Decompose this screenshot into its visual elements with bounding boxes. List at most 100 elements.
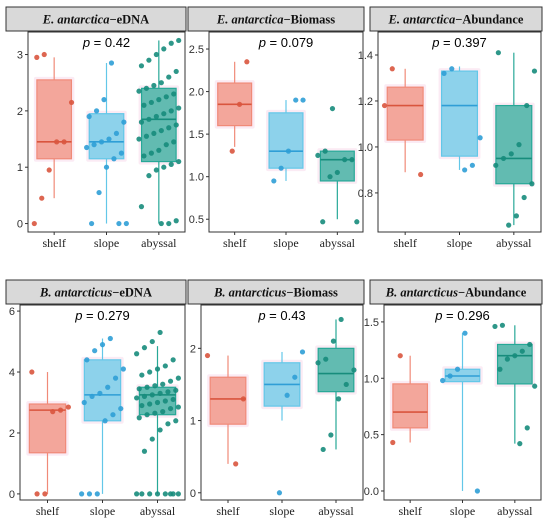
- data-point-abyssal: [139, 402, 145, 409]
- panel-strip: [369, 279, 543, 305]
- data-point-abyssal: [506, 222, 512, 228]
- data-point-slope: [96, 189, 102, 196]
- data-point-abyssal: [168, 40, 174, 46]
- data-point-abyssal: [139, 491, 145, 497]
- p-value-label: p = 0.079: [258, 35, 314, 50]
- data-point-abyssal: [153, 51, 159, 58]
- y-tick-label: 2: [9, 428, 15, 440]
- box-slope: [438, 66, 481, 170]
- data-point-shelf: [244, 59, 250, 65]
- box-iqr: [392, 383, 429, 429]
- x-tick-label-abyssal: abyssal: [496, 236, 532, 250]
- data-point-slope: [299, 349, 306, 355]
- data-point-abyssal: [153, 167, 159, 173]
- data-point-abyssal: [176, 105, 182, 111]
- panel-title: B. antarcticus−Abundance: [385, 286, 527, 300]
- data-point-shelf: [57, 407, 64, 413]
- box-slope: [81, 338, 124, 494]
- data-point-shelf: [68, 99, 75, 106]
- box-slope: [442, 333, 483, 491]
- p-symbol: p: [82, 35, 94, 50]
- panel-3: E. antarctica−Abundance 0.8 1.0 1.2 1.4 shelf…: [358, 6, 543, 250]
- data-point-abyssal: [141, 345, 148, 351]
- data-point-slope: [285, 148, 292, 154]
- data-point-slope: [441, 70, 447, 76]
- data-point-shelf: [29, 369, 35, 375]
- data-point-shelf: [233, 461, 239, 467]
- data-point-abyssal: [175, 404, 181, 410]
- x-tick-label-slope: slope: [447, 236, 472, 250]
- y-tick-label: 0.5: [364, 430, 379, 442]
- y-tick-label: 0: [190, 488, 196, 500]
- x-tick-label-shelf: shelf: [216, 504, 239, 518]
- data-point-abyssal: [158, 220, 164, 227]
- data-point-abyssal: [154, 491, 161, 497]
- data-point-abyssal: [176, 158, 182, 165]
- x-tick-label-abyssal: abyssal: [320, 236, 356, 250]
- data-point-slope: [97, 390, 103, 396]
- data-point-abyssal: [144, 384, 150, 390]
- data-point-abyssal: [138, 204, 145, 210]
- panel-title: E. antarctica−Abundance: [388, 13, 524, 27]
- data-point-abyssal: [168, 108, 174, 114]
- panel-5: B. antarcticus−Biomass 0 1 2 shelf slope abyss…: [187, 279, 365, 518]
- y-tick-label: 0: [9, 489, 15, 501]
- y-tick-label: 1.0: [364, 373, 379, 385]
- p-value: = 0.397: [443, 35, 487, 50]
- panel-title-metric: −Biomass: [286, 286, 338, 300]
- data-point-abyssal: [499, 322, 506, 328]
- box-iqr: [386, 86, 424, 141]
- data-point-slope: [81, 399, 87, 406]
- data-point-abyssal: [173, 68, 179, 75]
- data-point-slope: [462, 167, 468, 173]
- box-shelf: [26, 372, 69, 494]
- data-point-abyssal: [157, 329, 163, 336]
- y-tick-label: 0.8: [358, 188, 373, 200]
- data-point-slope: [98, 139, 105, 145]
- data-point-slope: [118, 150, 124, 156]
- panel-title-species: E. antarctica: [216, 13, 284, 27]
- p-symbol: p: [257, 308, 269, 323]
- y-tick-label: 2: [190, 343, 196, 355]
- box-iqr: [83, 359, 122, 422]
- box-abyssal: [317, 148, 358, 220]
- data-point-abyssal: [141, 393, 148, 400]
- box-iqr: [440, 70, 479, 157]
- data-point-abyssal: [354, 219, 360, 225]
- data-point-abyssal: [151, 82, 157, 89]
- box-shelf: [33, 57, 75, 199]
- panel-title-metric: −eDNA: [112, 286, 152, 300]
- data-point-abyssal: [136, 386, 142, 392]
- data-point-slope: [89, 393, 95, 400]
- y-tick-label: 1: [190, 416, 196, 428]
- p-symbol: p: [434, 308, 446, 323]
- box-slope: [266, 100, 306, 181]
- data-point-abyssal: [138, 119, 145, 125]
- data-point-abyssal: [329, 105, 336, 112]
- data-point-slope: [86, 113, 92, 120]
- box-shelf: [207, 355, 249, 464]
- data-point-slope: [79, 491, 85, 497]
- data-point-slope: [300, 97, 306, 103]
- data-point-slope: [440, 377, 446, 384]
- data-point-shelf: [390, 439, 396, 446]
- data-point-abyssal: [171, 139, 177, 145]
- data-point-abyssal: [173, 122, 179, 128]
- data-point-abyssal: [315, 360, 321, 366]
- data-point-slope: [108, 60, 115, 66]
- x-tick-label-shelf: shelf: [223, 236, 246, 250]
- data-point-slope: [120, 366, 126, 372]
- data-point-shelf: [34, 54, 40, 60]
- panel-title-metric: −eDNA: [109, 13, 149, 27]
- data-point-abyssal: [149, 436, 155, 442]
- data-point-abyssal: [171, 91, 177, 97]
- data-point-shelf: [39, 195, 45, 201]
- data-point-slope: [84, 357, 90, 363]
- data-point-abyssal: [323, 356, 329, 362]
- data-point-abyssal: [168, 161, 174, 167]
- data-point-abyssal: [161, 164, 167, 170]
- data-point-shelf: [42, 491, 48, 497]
- data-point-abyssal: [531, 68, 538, 74]
- data-point-abyssal: [134, 491, 140, 497]
